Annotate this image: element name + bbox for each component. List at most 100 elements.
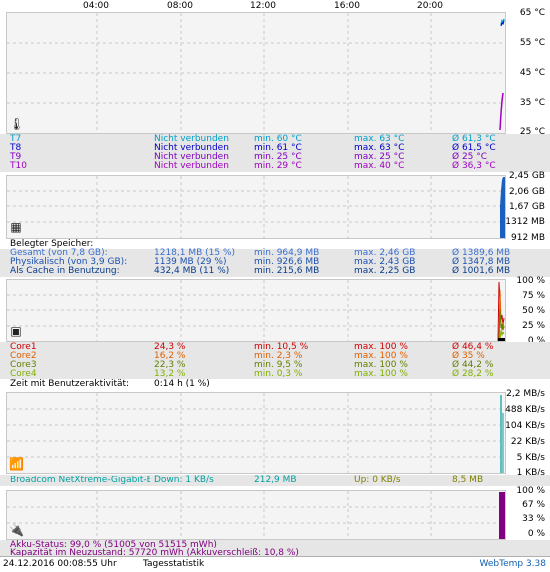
y-tick: 100 % xyxy=(516,276,545,286)
legend-avg: Ø 61,3 °C xyxy=(452,134,496,144)
legend-value: 13,2 % xyxy=(154,369,186,379)
legend-max: max. 100 % xyxy=(354,369,408,379)
legend-status: Nicht verbunden xyxy=(154,134,229,144)
network-adapter-name: Broadcom NetXtreme-Gigabit-Eth xyxy=(10,476,150,485)
battery-plug-icon: 🔌 xyxy=(9,523,24,537)
legend-row: Core3 22,3 % min. 9,5 % max. 100 % Ø 44,2 % xyxy=(0,361,550,370)
legend-name: T10 xyxy=(10,161,27,171)
legend-min: min. 61 °C xyxy=(254,143,302,153)
cpu-graph: ▣ xyxy=(6,279,506,342)
y-tick: 104 KB/s xyxy=(505,421,545,431)
legend-avg: Ø 61,5 °C xyxy=(452,143,496,153)
legend-row: T7 Nicht verbunden min. 60 °C max. 63 °C Ø 6… xyxy=(0,135,550,144)
legend-avg: Ø 1389,6 MB xyxy=(452,248,511,258)
legend-value: 24,3 % xyxy=(154,342,186,352)
legend-min: min. 2,3 % xyxy=(254,351,303,361)
cpu-legend-bg xyxy=(0,342,550,379)
memory-heading: Belegter Speicher: xyxy=(10,239,94,249)
legend-avg: Ø 46,4 % xyxy=(452,342,494,352)
network-legend-bg xyxy=(0,475,550,486)
network-down-rate: Down: 1 KB/s xyxy=(154,475,214,485)
legend-max: max. 63 °C xyxy=(354,143,405,153)
battery-legend-bg xyxy=(0,540,550,556)
legend-min: min. 964,9 MB xyxy=(254,248,320,258)
legend-row: Core2 16,2 % min. 2,3 % max. 100 % Ø 35 % xyxy=(0,352,550,361)
legend-avg: Ø 36,3 °C xyxy=(452,161,496,171)
legend-name: Als Cache in Benutzung: xyxy=(10,266,120,276)
y-tick: 50 % xyxy=(522,306,545,316)
legend-row: Physikalisch (von 3,9 GB): 1139 MB (29 %)… xyxy=(0,258,550,267)
y-tick: 2,2 MB/s xyxy=(506,389,545,399)
legend-row: Gesamt (von 7,8 GB): 1218,1 MB (15 %) min.… xyxy=(0,249,550,258)
legend-name: Core1 xyxy=(10,342,37,352)
legend-avg: Ø 1347,8 MB xyxy=(452,257,511,267)
legend-name: T9 xyxy=(10,152,22,162)
network-up-rate: Up: 0 KB/s xyxy=(354,475,401,485)
footer-datetime: 24.12.2016 00:08:55 Uhr xyxy=(3,559,117,569)
y-tick: 488 KB/s xyxy=(505,405,545,415)
memory-chip-icon: ▦ xyxy=(10,220,22,234)
time-tick: 20:00 xyxy=(417,1,443,11)
network-up-total: 8,5 MB xyxy=(452,475,484,485)
legend-name: Core3 xyxy=(10,360,37,370)
legend-max: max. 100 % xyxy=(354,342,408,352)
legend-min: min. 60 °C xyxy=(254,134,302,144)
battery-status: Akku-Status: 99,0 % (51005 von 51515 mWh… xyxy=(10,540,217,550)
legend-status: Nicht verbunden xyxy=(154,143,229,153)
y-tick: 0 % xyxy=(527,336,545,346)
y-tick: 45 °C xyxy=(519,68,545,78)
y-tick: 912 MB xyxy=(511,233,545,243)
legend-status: Nicht verbunden xyxy=(154,161,229,171)
legend-avg: Ø 35 % xyxy=(452,351,485,361)
legend-avg: Ø 44,2 % xyxy=(452,360,494,370)
network-antenna-icon: 📶 xyxy=(9,457,24,471)
legend-min: min. 215,6 MB xyxy=(254,266,320,276)
footer-app-name: WebTemp 3.38 xyxy=(479,559,546,569)
time-tick: 16:00 xyxy=(334,1,360,11)
y-tick: 35 °C xyxy=(519,98,545,108)
legend-min: min. 10,5 % xyxy=(254,342,309,352)
y-tick: 5 KB/s xyxy=(516,453,545,463)
y-tick: 75 % xyxy=(522,291,545,301)
legend-min: min. 9,5 % xyxy=(254,360,303,370)
battery-capacity: Kapazität im Neuzustand: 57720 mWh (Akku… xyxy=(10,548,299,558)
network-down-total: 212,9 MB xyxy=(254,475,297,485)
y-tick: 2,45 GB xyxy=(508,171,545,181)
legend-min: min. 29 °C xyxy=(254,161,302,171)
time-tick: 04:00 xyxy=(83,1,109,11)
legend-max: max. 100 % xyxy=(354,360,408,370)
legend-avg: Ø 25 °C xyxy=(452,152,488,162)
legend-value: 1139 MB (29 %) xyxy=(154,257,227,267)
time-tick: 12:00 xyxy=(250,1,276,11)
y-tick: 25 % xyxy=(522,321,545,331)
battery-graph: 🔌 xyxy=(6,490,506,540)
legend-name: Physikalisch (von 3,9 GB): xyxy=(10,257,128,267)
legend-max: max. 40 °C xyxy=(354,161,405,171)
legend-name: T7 xyxy=(10,134,22,144)
legend-name: T8 xyxy=(10,143,22,153)
legend-value: 1218,1 MB (15 %) xyxy=(154,248,236,258)
legend-row: Core4 13,2 % min. 0,3 % max. 100 % Ø 28,2 % xyxy=(0,370,550,379)
legend-name: Gesamt (von 7,8 GB): xyxy=(10,248,108,258)
legend-name: Core2 xyxy=(10,351,37,361)
cpu-icon: ▣ xyxy=(10,324,22,338)
legend-max: max. 2,25 GB xyxy=(354,266,416,276)
time-tick: 08:00 xyxy=(167,1,193,11)
y-tick: 1312 MB xyxy=(505,217,545,227)
memory-legend-bg xyxy=(0,249,550,277)
legend-avg: Ø 28,2 % xyxy=(452,369,494,379)
legend-value: 16,2 % xyxy=(154,351,186,361)
network-graph: 📶 xyxy=(6,392,506,474)
legend-max: max. 100 % xyxy=(354,351,408,361)
legend-min: min. 926,6 MB xyxy=(254,257,320,267)
legend-row: T9 Nicht verbunden min. 25 °C max. 25 °C Ø 2… xyxy=(0,153,550,162)
legend-row: T8 Nicht verbunden min. 61 °C max. 63 °C Ø 6… xyxy=(0,144,550,153)
legend-min: min. 25 °C xyxy=(254,152,302,162)
thermometer-icon: 🌡 xyxy=(9,117,25,131)
y-tick: 2,06 GB xyxy=(508,187,545,197)
legend-max: max. 63 °C xyxy=(354,134,405,144)
legend-row: Core1 24,3 % min. 10,5 % max. 100 % Ø 46,4 % xyxy=(0,343,550,352)
time-axis: 04:00 08:00 12:00 16:00 20:00 xyxy=(0,0,550,12)
y-tick: 25 °C xyxy=(519,127,545,137)
legend-value: 432,4 MB (11 %) xyxy=(154,266,230,276)
